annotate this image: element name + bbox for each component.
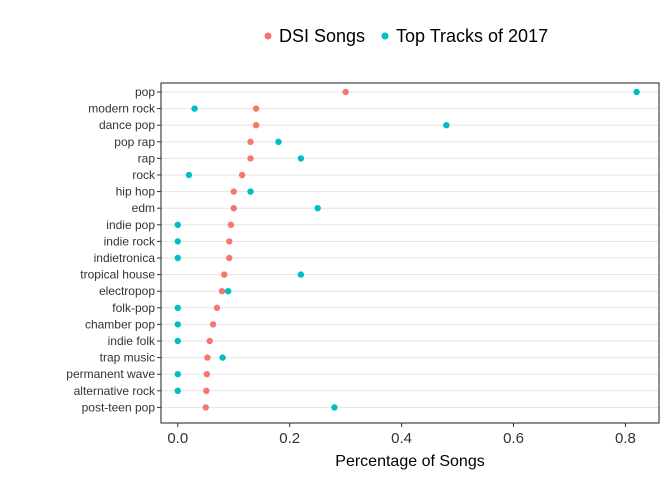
legend-key-top-tracks-2017 [381, 32, 389, 40]
data-point-dsi-songs [342, 88, 349, 96]
y-tick-label: indie folk [108, 334, 156, 348]
y-tick-label: pop [135, 85, 155, 99]
y-tick-label: modern rock [88, 102, 156, 116]
data-point-dsi-songs [203, 387, 210, 394]
y-tick-label: chamber pop [85, 317, 155, 331]
data-point-dsi-songs [213, 304, 221, 311]
data-point-dsi-songs [230, 205, 237, 212]
data-point-top-tracks-2017 [191, 105, 198, 112]
legend-key-dsi-songs [264, 32, 272, 40]
x-tick-label: 0.2 [279, 430, 300, 447]
data-point-dsi-songs [238, 171, 246, 179]
x-axis-ticks: 0.0 0.2 0.4 0.6 0.8 [167, 423, 636, 447]
data-point-top-tracks-2017 [174, 221, 181, 228]
y-tick-label: rock [132, 168, 156, 182]
data-point-top-tracks-2017 [297, 271, 305, 278]
data-point-top-tracks-2017 [314, 205, 321, 212]
data-point-dsi-songs [227, 221, 235, 228]
y-tick-label: post-teen pop [82, 400, 156, 414]
y-tick-label: tropical house [80, 268, 155, 282]
y-axis-labels: pop modern rock dance pop pop rap rap rock hip… [66, 85, 161, 414]
x-tick-label: 0.0 [167, 430, 188, 447]
data-point-top-tracks-2017 [275, 138, 282, 145]
data-point-dsi-songs [202, 404, 209, 411]
data-point-dsi-songs [226, 254, 233, 262]
data-point-top-tracks-2017 [247, 188, 254, 195]
data-point-top-tracks-2017 [174, 387, 181, 394]
y-tick-label: indie rock [104, 234, 156, 248]
data-point-dsi-songs [218, 288, 226, 295]
data-point-dsi-songs [252, 122, 260, 129]
data-point-top-tracks-2017 [219, 354, 226, 361]
data-point-dsi-songs [247, 155, 254, 162]
y-tick-label: hip hop [116, 185, 156, 199]
y-tick-label: indietronica [94, 251, 156, 265]
data-points [174, 88, 640, 411]
data-point-top-tracks-2017 [633, 88, 640, 96]
data-point-top-tracks-2017 [174, 304, 181, 311]
data-point-top-tracks-2017 [174, 337, 181, 345]
data-point-dsi-songs [230, 188, 237, 195]
data-point-top-tracks-2017 [174, 238, 181, 245]
legend-label: DSI Songs [279, 26, 365, 46]
data-point-top-tracks-2017 [443, 122, 450, 129]
data-point-dsi-songs [209, 321, 217, 328]
y-tick-label: indie pop [106, 218, 155, 232]
legend: DSI Songs Top Tracks of 2017 [264, 26, 548, 46]
plot-panel-border [160, 82, 660, 424]
data-point-top-tracks-2017 [174, 371, 181, 378]
data-point-top-tracks-2017 [174, 321, 181, 328]
data-point-top-tracks-2017 [297, 155, 305, 162]
data-point-dsi-songs [226, 238, 233, 245]
data-point-dsi-songs [206, 337, 213, 345]
x-tick-label: 0.4 [391, 430, 412, 447]
data-point-top-tracks-2017 [331, 404, 338, 411]
x-tick-label: 0.6 [503, 430, 524, 447]
data-point-dsi-songs [203, 371, 211, 378]
y-tick-label: edm [132, 201, 155, 215]
y-tick-label: pop rap [114, 135, 155, 149]
data-point-dsi-songs [247, 138, 254, 145]
y-tick-label: folk-pop [112, 301, 155, 315]
y-tick-label: trap music [100, 351, 155, 365]
data-point-top-tracks-2017 [174, 254, 181, 262]
data-point-dsi-songs [252, 105, 260, 112]
data-point-dsi-songs [221, 271, 228, 278]
x-tick-label: 0.8 [615, 430, 636, 447]
y-tick-label: dance pop [99, 118, 155, 132]
data-point-top-tracks-2017 [224, 288, 232, 295]
data-point-dsi-songs [204, 354, 211, 361]
grid-lines [161, 91, 659, 408]
x-axis-title: Percentage of Songs [335, 453, 484, 470]
y-tick-label: electropop [99, 284, 155, 298]
legend-label: Top Tracks of 2017 [396, 26, 548, 46]
data-point-top-tracks-2017 [185, 171, 193, 179]
y-tick-label: rap [138, 151, 156, 165]
y-tick-label: alternative rock [74, 384, 156, 398]
y-tick-label: permanent wave [66, 367, 155, 381]
